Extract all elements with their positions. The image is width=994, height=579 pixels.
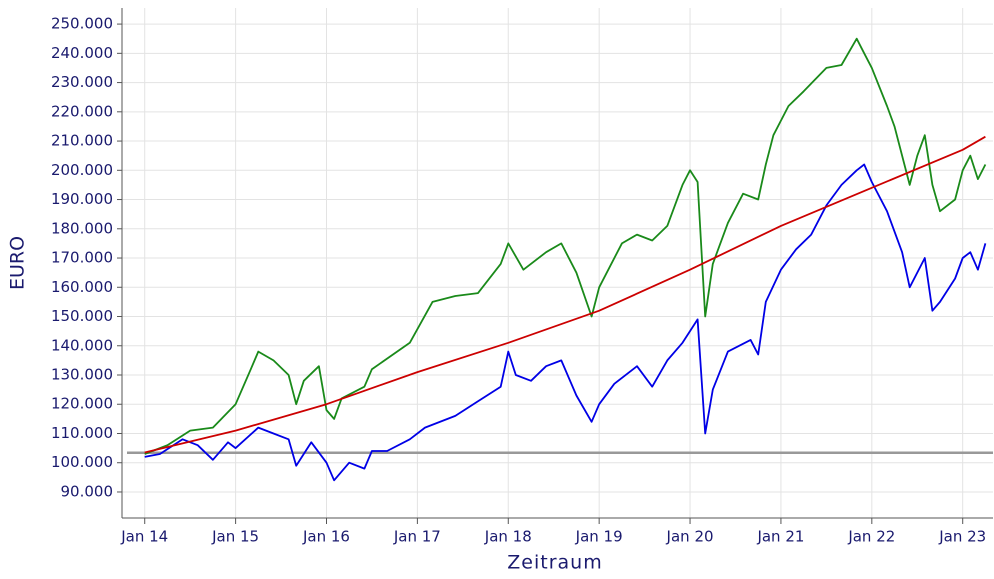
y-axis-title: EURO xyxy=(7,236,29,290)
x-tick-label: Jan 18 xyxy=(484,528,532,546)
y-tick-label: 220.000 xyxy=(51,102,113,120)
y-tick-label: 130.000 xyxy=(51,366,113,384)
y-tick-label: 230.000 xyxy=(51,73,113,91)
x-tick-label: Jan 17 xyxy=(393,528,441,546)
y-tick-label: 190.000 xyxy=(51,190,113,208)
x-tick-label: Jan 20 xyxy=(666,528,714,546)
y-tick-label: 140.000 xyxy=(51,336,113,354)
y-tick-label: 120.000 xyxy=(51,395,113,413)
y-tick-label: 100.000 xyxy=(51,453,113,471)
y-tick-label: 110.000 xyxy=(51,424,113,442)
y-tick-label: 90.000 xyxy=(61,482,114,500)
y-tick-label: 210.000 xyxy=(51,132,113,150)
series-line xyxy=(144,37,987,455)
x-tick-label: Jan 21 xyxy=(756,528,804,546)
x-tick-label: Jan 19 xyxy=(575,528,623,546)
series-line xyxy=(144,135,986,454)
y-tick-label: 170.000 xyxy=(51,249,113,267)
y-tick-label: 240.000 xyxy=(51,44,113,62)
series-line xyxy=(144,163,987,482)
x-tick-label: Jan 23 xyxy=(938,528,986,546)
x-tick-label: Jan 16 xyxy=(302,528,350,546)
y-tick-label: 160.000 xyxy=(51,278,113,296)
y-tick-label: 200.000 xyxy=(51,161,113,179)
y-tick-label: 180.000 xyxy=(51,219,113,237)
x-tick-label: Jan 22 xyxy=(847,528,895,546)
x-tick-label: Jan 14 xyxy=(120,528,168,546)
x-axis-title: Zeitraum xyxy=(507,552,602,574)
x-tick-label: Jan 15 xyxy=(211,528,259,546)
y-tick-label: 250.000 xyxy=(51,15,113,33)
y-tick-label: 150.000 xyxy=(51,307,113,325)
